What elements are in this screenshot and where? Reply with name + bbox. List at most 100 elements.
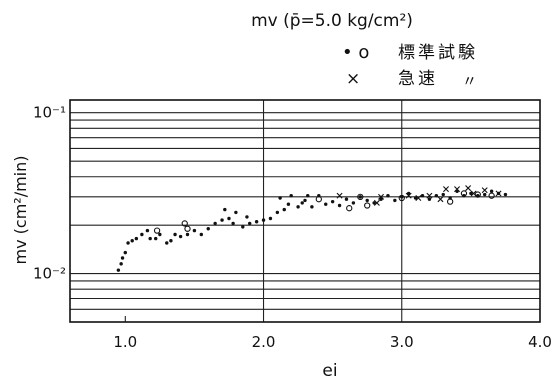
data-point-dot bbox=[306, 193, 310, 198]
data-point-cross bbox=[405, 192, 412, 199]
data-point-circle bbox=[315, 196, 322, 203]
data-point-dot bbox=[275, 210, 280, 215]
data-point-cross bbox=[378, 193, 385, 200]
cross-stroke bbox=[495, 190, 502, 197]
data-point-dot bbox=[261, 218, 266, 222]
data-point-cross bbox=[415, 195, 422, 202]
x-tick-label: 1.0 bbox=[113, 333, 137, 351]
data-point-dot bbox=[365, 198, 369, 203]
data-point-circle bbox=[184, 225, 191, 232]
data-point-dot bbox=[268, 216, 273, 221]
y-axis-label: mv (cm²/min) bbox=[11, 156, 30, 265]
data-point-dot bbox=[393, 198, 397, 203]
data-point-dot bbox=[123, 250, 127, 255]
plot-frame bbox=[69, 99, 541, 323]
data-point-circle bbox=[488, 192, 495, 199]
data-point-dot bbox=[185, 232, 190, 237]
data-point-dot bbox=[303, 198, 307, 203]
data-point-cross bbox=[336, 192, 343, 199]
data-point-dot bbox=[286, 202, 291, 206]
x-tick-label: 2.0 bbox=[252, 333, 276, 351]
data-point-dot bbox=[165, 241, 169, 245]
data-point-circle bbox=[346, 205, 353, 212]
cross-stroke bbox=[481, 187, 488, 194]
data-point-dot bbox=[192, 228, 197, 233]
data-point-dot bbox=[289, 193, 293, 198]
data-point-dot bbox=[220, 218, 224, 222]
data-point-cross bbox=[437, 196, 444, 203]
data-point-dot bbox=[223, 207, 227, 212]
data-point-dot bbox=[300, 201, 304, 205]
data-point-cross bbox=[373, 199, 380, 206]
data-point-dot bbox=[120, 256, 125, 260]
data-point-dot bbox=[503, 192, 508, 197]
data-point-cross bbox=[481, 187, 488, 194]
data-point-dot bbox=[324, 202, 328, 206]
data-point-dot bbox=[158, 232, 162, 237]
data-point-cross bbox=[426, 192, 433, 199]
legend-standard-label: 標準試験 bbox=[398, 43, 478, 63]
data-point-dot bbox=[173, 232, 177, 237]
y-tick-label: 10⁻² bbox=[33, 265, 66, 283]
data-point-dot bbox=[148, 236, 152, 241]
legend-standard-marks: • o bbox=[342, 42, 369, 63]
legend-ditto-mark: 〃 bbox=[462, 72, 477, 90]
data-point-dot bbox=[154, 236, 158, 241]
data-point-dot bbox=[372, 201, 376, 205]
x-tick-label: 3.0 bbox=[390, 333, 414, 351]
data-point-dot bbox=[213, 221, 217, 226]
data-point-cross bbox=[495, 190, 502, 197]
chart-title: mv (p̄=5.0 kg/cm²) bbox=[251, 11, 413, 31]
legend-rapid-mark: × bbox=[346, 69, 360, 89]
data-point-dot bbox=[420, 193, 425, 198]
data-point-dot bbox=[241, 225, 245, 229]
cross-stroke bbox=[443, 186, 449, 193]
cross-stroke bbox=[378, 193, 385, 200]
data-point-cross bbox=[454, 186, 461, 193]
data-point-dot bbox=[489, 189, 494, 193]
data-point-dot bbox=[282, 207, 286, 212]
data-point-dot bbox=[234, 210, 238, 215]
cross-stroke bbox=[470, 190, 477, 197]
data-point-dot bbox=[441, 192, 445, 197]
data-point-dot bbox=[483, 192, 487, 197]
y-tick-label: 10⁻¹ bbox=[33, 104, 66, 122]
data-point-dot bbox=[130, 239, 134, 243]
data-point-circle bbox=[446, 198, 454, 205]
data-point-dot bbox=[145, 228, 150, 233]
data-point-dot bbox=[413, 196, 418, 200]
data-point-circle bbox=[181, 220, 188, 227]
data-point-dot bbox=[278, 196, 282, 200]
plot-area bbox=[69, 99, 541, 323]
x-tick-label: 4.0 bbox=[528, 333, 552, 351]
cross-stroke bbox=[373, 199, 380, 206]
data-point-dot bbox=[330, 199, 335, 204]
data-point-circle bbox=[357, 193, 364, 200]
cross-stroke bbox=[415, 195, 422, 202]
cross-stroke bbox=[437, 196, 444, 203]
data-point-dot bbox=[116, 268, 121, 272]
cross-stroke bbox=[336, 192, 343, 199]
data-point-dot bbox=[358, 195, 362, 199]
data-point-dot bbox=[254, 220, 259, 224]
cross-stroke bbox=[405, 192, 412, 199]
data-point-circle bbox=[153, 227, 161, 234]
data-point-dot bbox=[245, 215, 249, 219]
data-point-dot bbox=[344, 197, 349, 201]
cross-stroke bbox=[465, 185, 472, 192]
data-point-dot bbox=[140, 232, 144, 237]
data-point-dot bbox=[206, 227, 210, 231]
data-point-dot bbox=[178, 234, 183, 239]
data-point-dot bbox=[386, 193, 390, 198]
data-point-dot bbox=[469, 191, 473, 196]
x-axis-label: ei bbox=[322, 361, 337, 381]
data-point-dot bbox=[427, 197, 432, 201]
data-point-dot bbox=[227, 216, 231, 221]
data-point-dot bbox=[310, 205, 314, 209]
data-point-circle bbox=[460, 190, 468, 197]
data-point-circle bbox=[398, 194, 405, 202]
data-point-dot bbox=[337, 203, 342, 208]
data-point-dot bbox=[231, 221, 235, 226]
data-point-dot bbox=[248, 221, 252, 226]
